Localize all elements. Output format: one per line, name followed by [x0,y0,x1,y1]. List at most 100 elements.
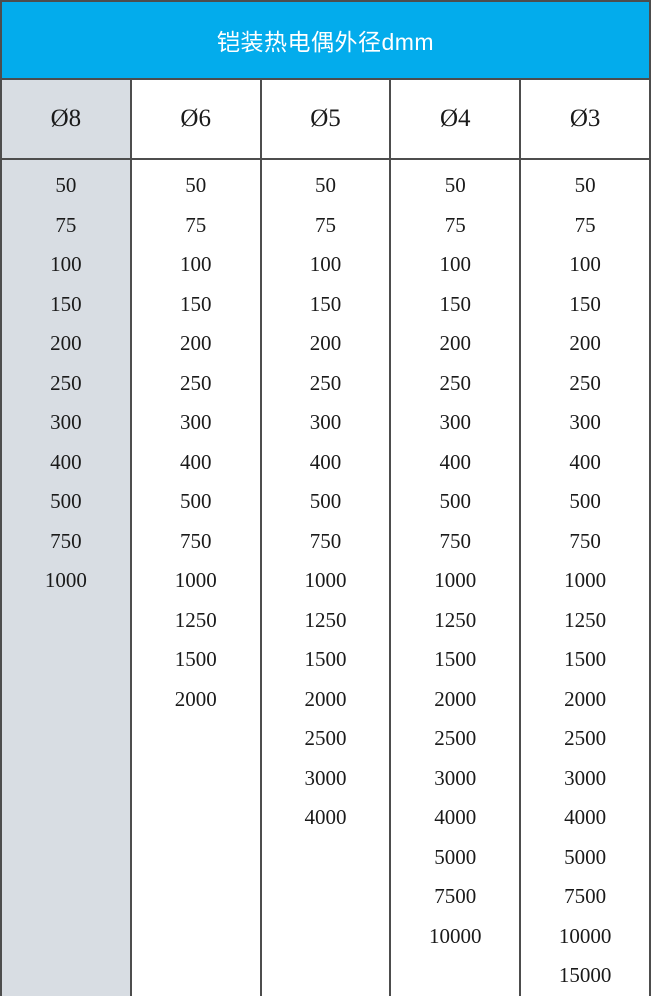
length-value: 1500 [564,647,607,671]
length-value: 1000 [304,568,347,592]
value-list-dia4: 50 75 100 150 200 250 300 400 500 750 1000 1250 1500… [391,160,519,956]
length-value: 75 [314,212,336,237]
length-value: 300 [309,410,342,434]
length-value: 200 [179,331,212,355]
length-value: 250 [439,370,472,395]
length-value: 200 [309,331,342,355]
length-value: 4000 [564,805,607,829]
length-value: 150 [439,291,472,316]
length-value: 50 [185,173,207,197]
length-value: 3000 [564,765,607,790]
length-value: 500 [439,489,472,513]
length-value: 100 [179,252,212,276]
length-value: 500 [179,489,212,513]
length-value: 500 [309,489,342,513]
column-body-dia4: 50 75 100 150 200 250 300 400 500 750 1000 1250 1500… [389,158,522,996]
value-list-dia8: 50 75 100 150 200 250 300 400 500 750 1000 [2,160,130,601]
length-value: 2000 [434,686,477,711]
column-body-dia3: 50 75 100 150 200 250 300 400 500 750 1000 1250 1500… [519,158,651,996]
length-value: 750 [179,528,212,553]
length-value: 1000 [174,568,217,592]
length-value: 2000 [304,686,347,711]
length-value: 75 [444,212,466,237]
length-value: 1000 [434,568,477,592]
length-value: 1000 [44,568,87,592]
length-value: 1250 [434,607,477,632]
length-value: 500 [569,489,601,513]
length-value: 150 [50,291,82,316]
value-list-dia5: 50 75 100 150 200 250 300 400 500 750 1000 1250 1500… [262,160,390,838]
length-value: 15000 [558,963,612,987]
length-value: 3000 [434,765,477,790]
length-value: 50 [314,173,336,197]
length-value: 2500 [564,726,607,750]
length-value: 300 [50,410,82,434]
length-value: 500 [50,489,82,513]
length-value: 1250 [304,607,347,632]
length-value: 75 [55,212,77,237]
length-value: 300 [439,410,472,434]
length-value: 750 [569,528,601,553]
length-value: 2500 [434,726,477,750]
table-title-row: 铠装热电偶外径dmm [0,0,651,80]
length-value: 5000 [434,844,477,869]
length-value: 1500 [174,647,217,671]
length-value: 7500 [434,884,477,908]
length-value: 2000 [564,686,607,711]
length-value: 400 [179,449,212,474]
length-value: 10000 [558,923,612,948]
value-list-dia3: 50 75 100 150 200 250 300 400 500 750 1000 1250 1500… [521,160,649,996]
length-value: 100 [50,252,82,276]
length-value: 200 [439,331,472,355]
length-value: 50 [574,173,596,197]
length-value: 75 [574,212,596,237]
length-value: 250 [569,370,601,395]
length-value: 50 [444,173,466,197]
column-header-dia8: Ø8 [0,78,132,160]
length-value: 50 [55,173,77,197]
length-value: 250 [179,370,212,395]
length-value: 1500 [304,647,347,671]
length-value: 150 [569,291,601,316]
length-value: 150 [309,291,342,316]
length-value: 300 [179,410,212,434]
length-value: 400 [569,449,601,474]
column-header-dia5: Ø5 [259,78,392,160]
table-body-row: 50 75 100 150 200 250 300 400 500 750 1000 50 75 100… [0,158,651,996]
length-value: 2500 [304,726,347,750]
length-value: 1250 [174,607,217,632]
length-value: 1250 [564,607,607,632]
length-value: 2000 [174,686,217,711]
length-value: 150 [179,291,212,316]
length-value: 750 [309,528,342,553]
length-value: 750 [50,528,82,553]
length-value: 100 [439,252,472,276]
length-value: 400 [439,449,472,474]
table-title: 铠装热电偶外径dmm [0,0,651,80]
length-value: 400 [50,449,82,474]
length-value: 7500 [564,884,607,908]
length-value: 300 [569,410,601,434]
length-value: 100 [309,252,342,276]
table-header-row: Ø8 Ø6 Ø5 Ø4 Ø3 [0,78,651,160]
length-value: 400 [309,449,342,474]
column-header-dia3: Ø3 [519,78,651,160]
column-body-dia8: 50 75 100 150 200 250 300 400 500 750 1000 [0,158,132,996]
length-value: 250 [309,370,342,395]
column-body-dia6: 50 75 100 150 200 250 300 400 500 750 1000 1250 1500… [129,158,262,996]
length-value: 75 [185,212,207,237]
value-list-dia6: 50 75 100 150 200 250 300 400 500 750 1000 1250 1500… [132,160,260,719]
length-value: 1500 [434,647,477,671]
column-header-dia6: Ø6 [129,78,262,160]
length-value: 3000 [304,765,347,790]
length-value: 100 [569,252,601,276]
length-value: 10000 [429,923,482,948]
length-value: 200 [569,331,601,355]
length-value: 200 [50,331,82,355]
length-value: 1000 [564,568,607,592]
column-body-dia5: 50 75 100 150 200 250 300 400 500 750 1000 1250 1500… [259,158,392,996]
length-value: 250 [50,370,82,395]
length-value: 750 [439,528,472,553]
